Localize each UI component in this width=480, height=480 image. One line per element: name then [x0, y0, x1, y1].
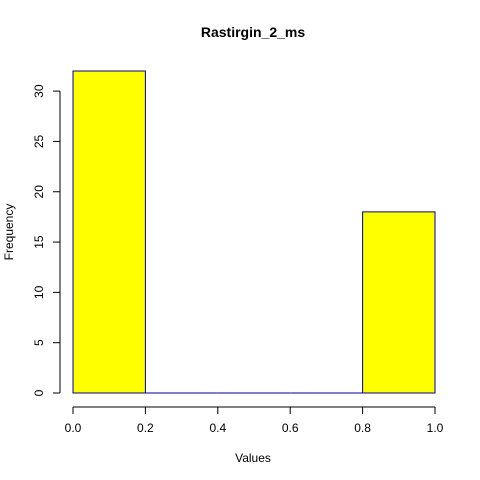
chart-title: Rastirgin_2_ms — [201, 24, 305, 40]
histogram-bar-0 — [72, 70, 146, 394]
y-tick-label: 10 — [32, 285, 46, 299]
x-tick-label: 0.8 — [354, 421, 371, 435]
y-axis: 0 5 10 15 20 25 30 — [32, 84, 61, 396]
x-axis-label: Values — [235, 451, 271, 465]
y-tick-label: 15 — [32, 235, 46, 249]
histogram-bar-4 — [362, 211, 436, 394]
y-tick-label: 25 — [32, 134, 46, 148]
y-tick-label: 30 — [32, 84, 46, 98]
y-tick-label: 5 — [32, 339, 46, 346]
x-tick-label: 0.4 — [209, 421, 226, 435]
bars-group — [72, 70, 436, 394]
y-axis-label: Frequency — [2, 204, 16, 261]
x-tick-label: 0.0 — [65, 421, 82, 435]
x-tick-label: 0.6 — [282, 421, 299, 435]
x-axis: 0.0 0.2 0.4 0.6 0.8 1.0 — [65, 406, 444, 435]
x-tick-label: 0.2 — [137, 421, 154, 435]
y-tick-label: 20 — [32, 185, 46, 199]
x-tick-label: 1.0 — [427, 421, 444, 435]
y-tick-label: 0 — [32, 389, 46, 396]
